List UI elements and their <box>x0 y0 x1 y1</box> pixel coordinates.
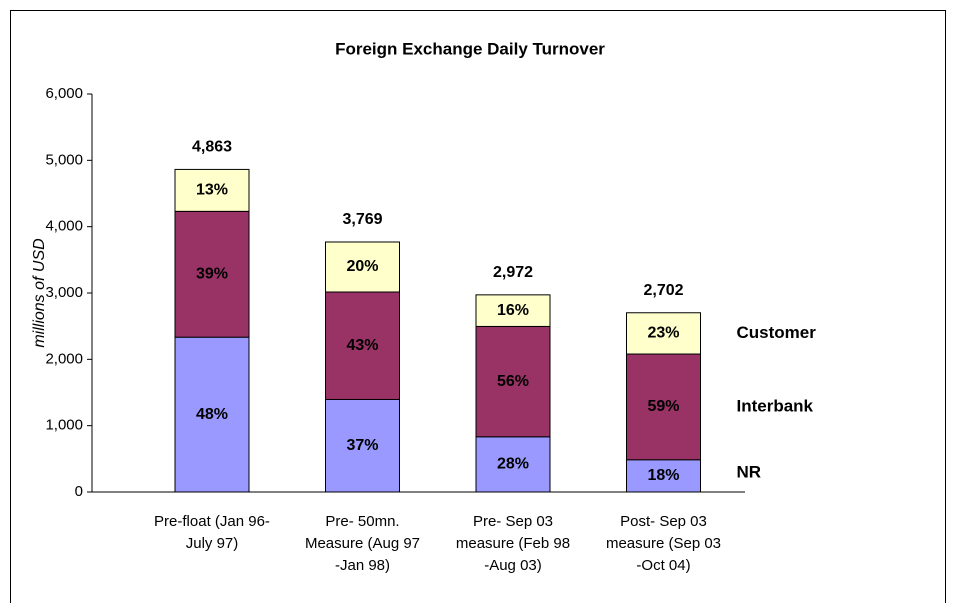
segment-label: 56% <box>497 373 529 390</box>
x-tick-label-line: -Oct 04) <box>636 557 690 574</box>
x-tick-label-line: measure (Sep 03 <box>606 535 721 552</box>
segment-label: 39% <box>196 265 228 282</box>
x-tick-label-line: Pre- 50mn. <box>325 513 399 530</box>
bar-segment <box>626 353 701 461</box>
x-tick-label: Pre-float (Jan 96- July 97) <box>154 513 270 552</box>
segment-label: 37% <box>346 437 378 454</box>
segment-label: 43% <box>346 337 378 354</box>
segment-label: 13% <box>196 182 228 199</box>
x-tick-label-line: Post- Sep 03 <box>620 513 707 530</box>
y-tick-label: 3,000 <box>45 284 83 301</box>
total-label: 4,863 <box>192 139 232 156</box>
segment-label: 28% <box>497 456 529 473</box>
bar-segment <box>174 168 250 212</box>
x-tick-label: Post- Sep 03 measure (Sep 03 -Oct 04) <box>606 513 721 574</box>
segment-label: 20% <box>346 258 378 275</box>
segment-label: 48% <box>196 406 228 423</box>
bar-segment <box>626 459 701 493</box>
legend-label: NR <box>737 462 762 481</box>
bar-segment <box>325 398 400 493</box>
bar-segment <box>626 312 701 355</box>
y-tick-label: 1,000 <box>45 417 83 434</box>
total-label: 3,769 <box>342 211 382 228</box>
y-tick-label: 2,000 <box>45 350 83 367</box>
x-tick-label: Pre- 50mn. Measure (Aug 97 -Jan 98) <box>305 513 420 574</box>
x-tick-label-line: Pre- Sep 03 <box>473 513 553 530</box>
bar-segment <box>475 436 551 493</box>
x-tick-label-line: July 97) <box>186 535 239 552</box>
x-tick-label: Pre- Sep 03 measure (Feb 98 -Aug 03) <box>456 513 570 574</box>
x-tick-label-line: -Jan 98) <box>335 557 390 574</box>
x-tick-label-line: measure (Feb 98 <box>456 535 570 552</box>
x-tick-label-line: -Aug 03) <box>484 557 542 574</box>
total-label: 2,972 <box>493 264 533 281</box>
total-label: 2,702 <box>643 282 683 299</box>
y-axis-label: millions of USD <box>31 238 48 348</box>
y-tick-label: 5,000 <box>45 151 83 168</box>
segment-label: 59% <box>647 398 679 415</box>
segment-label: 23% <box>647 325 679 342</box>
chart-title: Foreign Exchange Daily Turnover <box>335 39 605 58</box>
legend-label: Customer <box>737 323 817 342</box>
y-tick-label: 6,000 <box>45 85 83 102</box>
bar-segment <box>475 325 551 438</box>
y-tick-label: 4,000 <box>45 218 83 235</box>
bar-segment <box>325 241 400 293</box>
y-tick-label: 0 <box>75 483 83 500</box>
x-tick-label-line: Pre-float (Jan 96- <box>154 513 270 530</box>
segment-label: 16% <box>497 302 529 319</box>
bar-segment <box>475 294 551 327</box>
x-tick-label-line: Measure (Aug 97 <box>305 535 420 552</box>
segment-label: 18% <box>647 467 679 484</box>
legend-label: Interbank <box>737 396 814 415</box>
bar-segment <box>325 291 400 400</box>
